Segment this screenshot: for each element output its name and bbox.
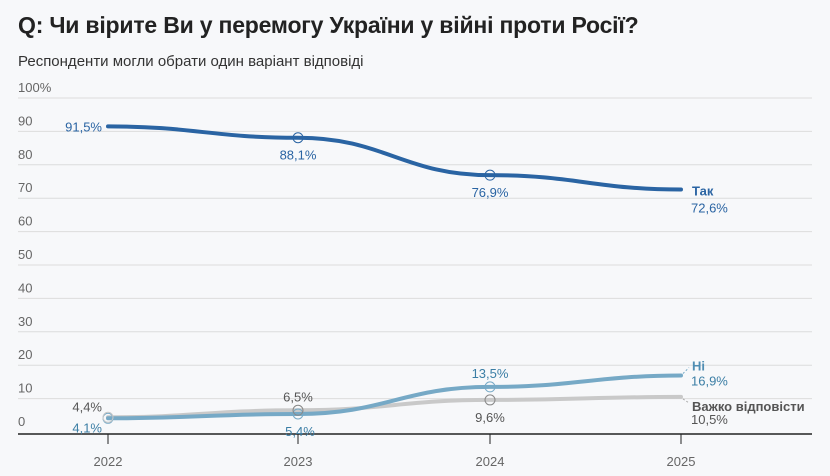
y-tick-label: 60 <box>18 214 32 229</box>
data-label: 72,6% <box>691 201 728 216</box>
y-axis-ticks: 0 10 20 30 40 50 60 70 80 90 100% <box>18 80 52 429</box>
series-line <box>106 373 683 421</box>
data-label: 76,9% <box>472 185 509 200</box>
data-point-marker <box>102 411 114 423</box>
x-tick-label: 2025 <box>667 454 696 469</box>
series-line <box>106 394 683 420</box>
y-tick-label: 80 <box>18 147 32 162</box>
data-point-marker <box>292 132 304 144</box>
data-label: 10,5% <box>691 412 728 427</box>
data-point-marker <box>292 408 304 420</box>
data-labels: 91,5% 88,1% 76,9% 72,6% 4,1% 5,4% 13,5% 16,9% 4,… <box>65 119 804 439</box>
data-point-marker <box>292 404 304 416</box>
y-tick-label: 40 <box>18 280 32 295</box>
x-tick-label: 2024 <box>476 454 505 469</box>
series-line <box>106 124 683 192</box>
data-label: 4,4% <box>72 399 102 414</box>
label-connector <box>682 367 690 374</box>
y-tick-label: 70 <box>18 180 32 195</box>
gridlines <box>18 97 812 400</box>
chart-title: Q: Чи вірите Ви у перемогу України у вій… <box>18 12 639 38</box>
x-tick-label: 2023 <box>284 454 313 469</box>
data-label: 88,1% <box>280 148 317 163</box>
data-label: 6,5% <box>283 389 313 404</box>
y-tick-label: 10 <box>18 381 32 396</box>
series-name-label: Так <box>692 184 714 199</box>
y-tick-label: 0 <box>18 414 25 429</box>
data-label: 9,6% <box>475 410 505 425</box>
series-lines <box>106 124 683 421</box>
data-label: 91,5% <box>65 119 102 134</box>
x-tick-label: 2022 <box>94 454 123 469</box>
chart-subtitle: Респонденти могли обрати один варіант ві… <box>18 53 364 70</box>
series-name-label: Важко відповісти <box>692 399 805 414</box>
data-label: 5,4% <box>285 424 315 439</box>
data-label: 4,1% <box>72 420 102 435</box>
series-name-label: Ні <box>692 359 705 374</box>
data-label: 13,5% <box>472 366 509 381</box>
y-tick-label: 50 <box>18 247 32 262</box>
label-connector <box>682 398 690 404</box>
data-label: 16,9% <box>691 374 728 389</box>
y-tick-label: 100% <box>18 80 52 95</box>
series-markers <box>102 132 496 424</box>
data-point-marker <box>484 394 496 406</box>
data-point-marker <box>484 169 496 181</box>
y-tick-label: 90 <box>18 113 32 128</box>
y-tick-label: 20 <box>18 347 32 362</box>
y-tick-label: 30 <box>18 314 32 329</box>
x-axis: 2022 2023 2024 2025 <box>18 433 812 469</box>
data-point-marker <box>484 381 496 393</box>
